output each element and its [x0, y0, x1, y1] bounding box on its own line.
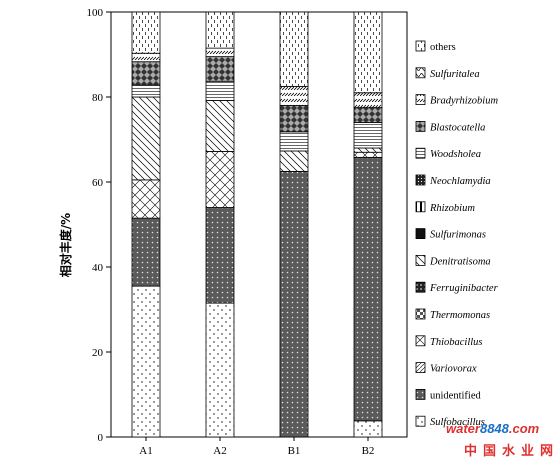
- bar-segment: [205, 100, 235, 152]
- bar-segment: [131, 96, 161, 181]
- legend-swatch: [415, 67, 426, 79]
- legend-item: Thermomonas: [415, 308, 490, 321]
- legend-item: others: [415, 40, 456, 53]
- legend-item: Denitratisoma: [415, 254, 491, 267]
- bar-segment: [353, 122, 383, 149]
- legend-label: Thiobacillus: [430, 337, 483, 348]
- legend-label: Variovorax: [430, 364, 477, 375]
- watermark-logo: water8848.com: [446, 421, 540, 436]
- y-tick-label: 0: [98, 432, 104, 444]
- bar-segment: [131, 285, 161, 438]
- legend-label: Blastocatella: [430, 122, 485, 133]
- legend-swatch: [415, 415, 426, 427]
- legend-item: Woodsholea: [415, 147, 481, 160]
- bar-segment: [131, 179, 161, 219]
- bar-segment: [353, 11, 383, 94]
- bar-segment: [279, 150, 309, 172]
- bar-segment: [353, 107, 383, 123]
- bar-segment: [353, 92, 383, 109]
- legend-item: Blastocatella: [415, 121, 485, 133]
- watermark: water8848.com 中国水业网: [446, 421, 557, 459]
- legend-item: Ferruginibacter: [415, 281, 499, 294]
- bar-segment: [131, 11, 161, 54]
- legend: others Sulfuritalea Bradyrhizobium Blastoca…: [415, 40, 499, 428]
- legend-swatch: [415, 335, 426, 347]
- bar-segment: [353, 147, 383, 153]
- watermark-part-a: water: [446, 421, 481, 436]
- legend-swatch: [415, 94, 426, 105]
- bar-segment: [205, 56, 235, 82]
- x-tick-label: B2: [362, 445, 375, 457]
- bar-segment: [353, 151, 383, 158]
- bar-segment: [131, 84, 161, 98]
- plot-frame: [110, 11, 408, 438]
- bar-segment: [205, 150, 235, 208]
- y-tick-label: 40: [92, 262, 104, 274]
- x-tick-label: B1: [288, 445, 301, 457]
- legend-swatch: [415, 201, 426, 213]
- y-tick-label: 20: [92, 347, 104, 359]
- bars: [131, 11, 383, 438]
- bar-segment: [131, 61, 161, 86]
- legend-label: Sulfobacillus: [430, 417, 485, 428]
- bar-segment: [279, 170, 309, 438]
- bar-segment: [279, 85, 309, 106]
- legend-label: Bradyrhizobium: [430, 96, 498, 107]
- legend-swatch: [415, 40, 426, 52]
- y-tick-label: 100: [87, 7, 104, 19]
- x-tick-label: A1: [139, 445, 152, 457]
- legend-label: Denitratisoma: [429, 256, 491, 267]
- bar-segment: [205, 302, 235, 438]
- bar-segment: [279, 105, 309, 133]
- watermark-cn: 中国水业网: [464, 443, 557, 459]
- legend-swatch: [415, 121, 426, 132]
- bar-segment: [131, 217, 161, 287]
- legend-item: Sulfobacillus: [415, 415, 485, 428]
- bar-segment: [205, 80, 235, 101]
- bar-segment: [205, 11, 235, 49]
- legend-label: Sulfurimonas: [430, 230, 486, 241]
- bar-segment: [205, 207, 235, 304]
- legend-swatch: [415, 228, 426, 240]
- legend-swatch: [415, 147, 426, 159]
- y-tick-label: 60: [92, 177, 104, 189]
- x-tick-label: A2: [213, 445, 226, 457]
- legend-label: unidentified: [430, 390, 481, 401]
- legend-item: Sulfurimonas: [415, 228, 486, 241]
- legend-item: Sulfuritalea: [415, 67, 480, 80]
- bar-segment: [131, 52, 161, 63]
- legend-swatch: [415, 174, 426, 186]
- legend-label: Neochlamydia: [429, 176, 491, 187]
- legend-label: Ferruginibacter: [429, 283, 499, 294]
- legend-swatch: [415, 388, 426, 400]
- legend-item: unidentified: [415, 388, 481, 401]
- bar-segment: [353, 420, 383, 438]
- legend-label: Rhizobium: [429, 203, 475, 214]
- legend-item: Bradyrhizobium: [415, 94, 498, 107]
- bar-segment: [279, 11, 309, 87]
- watermark-part-c: .com: [509, 421, 540, 436]
- bar-segment: [279, 131, 309, 152]
- legend-swatch: [415, 362, 426, 374]
- legend-item: Thiobacillus: [415, 335, 483, 348]
- legend-swatch: [415, 308, 426, 320]
- legend-swatch: [415, 281, 426, 293]
- legend-label: Thermomonas: [430, 310, 490, 321]
- watermark-part-b: 8848: [480, 421, 510, 436]
- bar-segment: [353, 156, 383, 422]
- legend-item: Variovorax: [415, 362, 477, 375]
- legend-label: Woodsholea: [430, 149, 481, 160]
- legend-swatch: [415, 254, 426, 266]
- y-tick-label: 80: [92, 92, 104, 104]
- legend-label: others: [430, 42, 456, 53]
- legend-item: Rhizobium: [415, 201, 475, 214]
- y-axis-label: 相对丰度/%: [58, 213, 73, 277]
- legend-label: Sulfuritalea: [430, 69, 480, 80]
- bar-segment: [205, 47, 235, 58]
- axes: 0 20 40 60 80 100 A1 A2 B1 B2: [87, 7, 408, 457]
- legend-item: Neochlamydia: [415, 174, 491, 187]
